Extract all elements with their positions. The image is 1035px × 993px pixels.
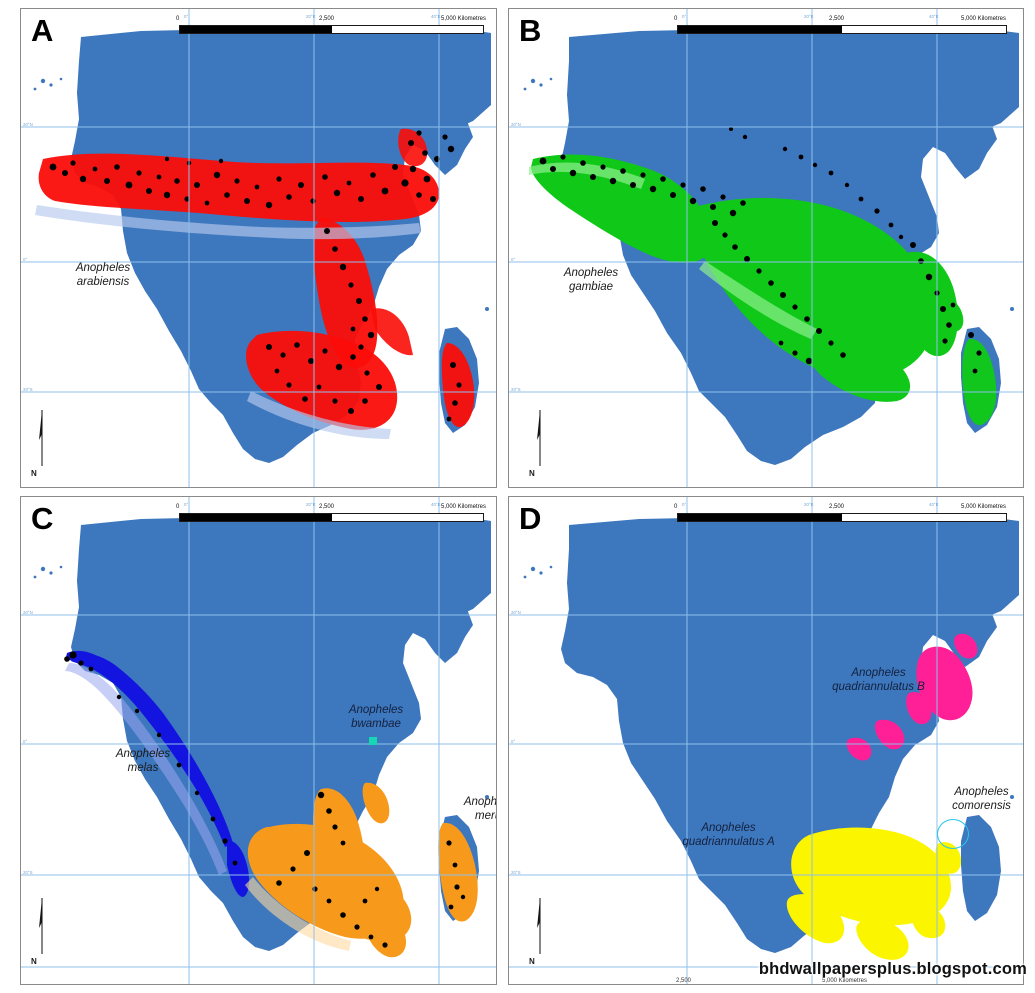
scalebar-label-end-b: 5,000 Kilometres xyxy=(961,16,1007,22)
species-label-quadriannulatus-a: Anopheles quadriannulatus A xyxy=(682,822,775,848)
svg-text:20°N: 20°N xyxy=(511,122,521,127)
range-merus xyxy=(247,782,478,958)
scalebar-label-zero-d: 0 xyxy=(674,504,678,510)
bwambae-point-marker xyxy=(369,737,377,745)
map-b: 20°N 0° 20°S 0° 20°E 40°E xyxy=(509,9,1023,487)
scalebar-b: 0 2,500 5,000 Kilometres xyxy=(674,16,1007,34)
scalebar-track-c xyxy=(179,513,484,522)
range-uncertainty-c-merus xyxy=(245,877,351,951)
panel-letter-d: D xyxy=(519,501,542,536)
svg-text:20°S: 20°S xyxy=(23,870,33,875)
svg-text:20°N: 20°N xyxy=(511,610,521,615)
svg-text:0°: 0° xyxy=(682,14,686,19)
map-a: 20°N 0° 20°S 0° 20°E 40°E xyxy=(21,9,496,487)
svg-text:20°S: 20°S xyxy=(511,387,521,392)
north-arrow-c: N xyxy=(31,892,53,968)
panel-letter-c: C xyxy=(31,501,54,536)
svg-text:20°E: 20°E xyxy=(306,14,316,19)
graticule-a xyxy=(21,9,496,487)
species-label-bwambae: Anopheles bwambae xyxy=(348,704,404,730)
panel-d-quadriannulatus-comorensis: 20°N 0° 20°S 0° 20°E 40°E D Anopheles qu… xyxy=(508,496,1024,985)
range-uncertainty-c-melas xyxy=(65,663,227,875)
comorensis-highlight-circle xyxy=(937,819,969,849)
svg-text:0°: 0° xyxy=(184,502,188,507)
scalebar-label-zero-a: 0 xyxy=(176,16,180,22)
svg-text:N: N xyxy=(31,469,37,478)
svg-text:20°E: 20°E xyxy=(804,502,814,507)
panel-letter-a: A xyxy=(31,13,54,48)
north-arrow-d: N xyxy=(529,892,551,968)
svg-text:40°E: 40°E xyxy=(929,14,939,19)
basemap-d xyxy=(523,513,1019,953)
graticule-b xyxy=(509,9,1023,487)
species-label-merus: Anopheles merus xyxy=(463,796,497,822)
tick-labels-d: 20°N 0° 20°S 0° 20°E 40°E xyxy=(511,502,939,875)
svg-text:0°: 0° xyxy=(184,14,188,19)
range-uncertainty-b xyxy=(529,162,817,339)
tick-labels-b: 20°N 0° 20°S 0° 20°E 40°E xyxy=(511,14,939,392)
scalebar-label-mid-c: 2,500 xyxy=(319,504,335,510)
scalebar-track-a xyxy=(179,25,484,34)
tick-labels-a: 20°N 0° 20°S 0° 20°E 40°E xyxy=(23,14,441,392)
map-c: 20°N 0° 20°S 0° 20°E 40°E xyxy=(21,497,496,984)
range-quadriannulatus-b xyxy=(846,633,978,761)
scalebar-label-mid-a: 2,500 xyxy=(319,16,335,22)
svg-text:N: N xyxy=(31,957,37,966)
tick-labels-c: 20°N 0° 20°S 0° 20°E 40°E xyxy=(23,502,441,875)
species-label-arabiensis: Anopheles arabiensis xyxy=(75,262,131,288)
species-label-gambiae: Anopheles gambiae xyxy=(563,267,619,293)
svg-text:40°E: 40°E xyxy=(431,14,441,19)
bottom-scalebar-label-end: 5,000 Kilometres xyxy=(822,978,868,984)
svg-text:40°E: 40°E xyxy=(431,502,441,507)
scalebar-a: 0 2,500 5,000 Kilometres xyxy=(176,16,486,34)
north-arrow-b: N xyxy=(529,404,551,480)
species-label-comorensis: Anopheles comorensis xyxy=(952,786,1011,812)
panel-c-melas-bwambae-merus: 20°N 0° 20°S 0° 20°E 40°E C Anopheles me… xyxy=(20,496,497,985)
scalebar-track-d xyxy=(677,513,1007,522)
svg-text:N: N xyxy=(529,957,535,966)
svg-text:20°N: 20°N xyxy=(23,610,33,615)
panel-letter-b: B xyxy=(519,13,542,48)
scalebar-label-mid-d: 2,500 xyxy=(829,504,845,510)
svg-text:0°: 0° xyxy=(23,739,27,744)
scalebar-label-zero-b: 0 xyxy=(674,16,678,22)
panel-a-arabiensis: 20°N 0° 20°S 0° 20°E 40°E A Anopheles ar… xyxy=(20,8,497,488)
svg-text:40°E: 40°E xyxy=(929,502,939,507)
svg-text:0°: 0° xyxy=(23,257,27,262)
scalebar-label-end-c: 5,000 Kilometres xyxy=(441,504,487,510)
north-arrow-a: N xyxy=(31,404,53,480)
svg-text:N: N xyxy=(529,469,535,478)
scalebar-label-end-a: 5,000 Kilometres xyxy=(441,16,487,22)
svg-text:20°S: 20°S xyxy=(511,870,521,875)
site-watermark: bhdwallpapersplus.blogspot.com xyxy=(758,960,1027,978)
svg-text:20°N: 20°N xyxy=(23,122,33,127)
bottom-scalebar-label-mid: 2,500 xyxy=(676,978,692,984)
map-d: 20°N 0° 20°S 0° 20°E 40°E xyxy=(509,497,1023,984)
svg-text:0°: 0° xyxy=(682,502,686,507)
scalebar-label-zero-c: 0 xyxy=(176,504,180,510)
svg-text:20°S: 20°S xyxy=(23,387,33,392)
panel-b-gambiae: 20°N 0° 20°S 0° 20°E 40°E B Anopheles ga… xyxy=(508,8,1024,488)
svg-text:20°E: 20°E xyxy=(306,502,316,507)
graticule-d xyxy=(509,497,1023,984)
scalebar-label-mid-b: 2,500 xyxy=(829,16,845,22)
species-label-quadriannulatus-b: Anopheles quadriannulatus B xyxy=(832,667,925,693)
graticule-c xyxy=(21,497,496,984)
scalebar-d: 0 2,500 5,000 Kilometres xyxy=(674,504,1007,522)
species-label-melas: Anopheles melas xyxy=(115,748,171,774)
scalebar-track-b xyxy=(677,25,1007,34)
svg-text:0°: 0° xyxy=(511,257,515,262)
svg-text:20°E: 20°E xyxy=(804,14,814,19)
scalebar-label-end-d: 5,000 Kilometres xyxy=(961,504,1007,510)
occurrence-points-c xyxy=(64,651,466,948)
scalebar-c: 0 2,500 5,000 Kilometres xyxy=(176,504,486,522)
svg-text:0°: 0° xyxy=(511,739,515,744)
occurrence-points-a xyxy=(49,130,462,422)
